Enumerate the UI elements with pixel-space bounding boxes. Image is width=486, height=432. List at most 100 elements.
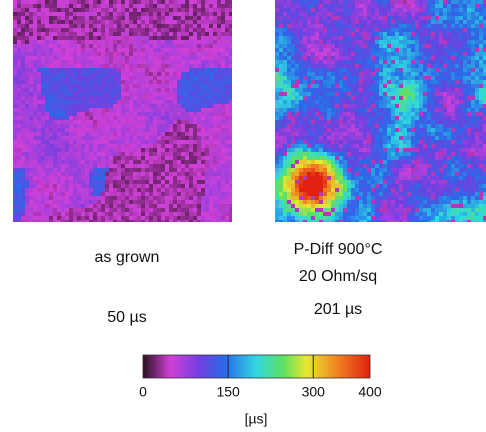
pixel bbox=[403, 140, 407, 144]
pixel bbox=[431, 4, 435, 8]
pixel bbox=[371, 128, 375, 132]
pixel bbox=[149, 36, 153, 40]
pixel bbox=[355, 52, 359, 56]
pixel bbox=[471, 12, 475, 16]
pixel bbox=[129, 136, 133, 140]
pixel bbox=[347, 84, 351, 88]
pixel bbox=[403, 128, 407, 132]
pixel bbox=[327, 64, 331, 68]
pixel bbox=[201, 192, 205, 196]
pixel bbox=[101, 124, 105, 128]
pixel bbox=[85, 192, 89, 196]
pixel bbox=[287, 132, 291, 136]
pixel bbox=[295, 68, 299, 72]
pixel bbox=[295, 80, 299, 84]
pixel bbox=[157, 168, 161, 172]
pixel bbox=[343, 88, 347, 92]
pixel bbox=[101, 144, 105, 148]
pixel bbox=[121, 216, 125, 220]
pixel bbox=[25, 20, 29, 24]
pixel bbox=[387, 108, 391, 112]
pixel bbox=[275, 24, 279, 28]
pixel bbox=[391, 124, 395, 128]
pixel bbox=[363, 120, 367, 124]
pixel bbox=[447, 124, 451, 128]
pixel bbox=[49, 24, 53, 28]
pixel bbox=[33, 112, 37, 116]
pixel bbox=[283, 32, 287, 36]
pixel bbox=[57, 0, 61, 4]
pixel bbox=[49, 84, 53, 88]
pixel bbox=[97, 112, 101, 116]
pixel bbox=[129, 108, 133, 112]
pixel bbox=[225, 40, 229, 44]
pixel bbox=[283, 0, 287, 4]
pixel bbox=[145, 104, 149, 108]
pixel bbox=[407, 116, 411, 120]
pixel bbox=[125, 180, 129, 184]
pixel bbox=[181, 84, 185, 88]
pixel bbox=[201, 4, 205, 8]
pixel bbox=[395, 136, 399, 140]
pixel bbox=[33, 104, 37, 108]
pixel bbox=[439, 132, 443, 136]
pixel bbox=[291, 24, 295, 28]
pixel bbox=[431, 64, 435, 68]
pixel bbox=[291, 28, 295, 32]
pixel bbox=[73, 172, 77, 176]
pixel bbox=[25, 12, 29, 16]
pixel bbox=[411, 0, 415, 4]
pixel bbox=[137, 216, 141, 220]
pixel bbox=[299, 0, 303, 4]
pixel bbox=[153, 184, 157, 188]
pixel bbox=[371, 120, 375, 124]
pixel bbox=[287, 28, 291, 32]
pixel bbox=[25, 216, 29, 220]
pixel bbox=[125, 76, 129, 80]
pixel bbox=[185, 36, 189, 40]
pixel bbox=[185, 112, 189, 116]
pixel bbox=[335, 88, 339, 92]
pixel bbox=[379, 8, 383, 12]
pixel bbox=[185, 92, 189, 96]
pixel bbox=[93, 204, 97, 208]
pixel bbox=[415, 20, 419, 24]
pixel bbox=[375, 120, 379, 124]
pixel bbox=[443, 8, 447, 12]
pixel bbox=[299, 8, 303, 12]
pixel bbox=[17, 128, 21, 132]
pixel bbox=[153, 44, 157, 48]
pixel bbox=[213, 28, 217, 32]
pixel bbox=[133, 4, 137, 8]
pixel bbox=[77, 192, 81, 196]
pixel bbox=[177, 40, 181, 44]
pixel bbox=[161, 4, 165, 8]
pixel bbox=[435, 20, 439, 24]
pixel bbox=[77, 132, 81, 136]
pixel bbox=[181, 32, 185, 36]
pixel bbox=[133, 168, 137, 172]
pixel bbox=[319, 80, 323, 84]
pixel bbox=[161, 200, 165, 204]
pixel bbox=[229, 116, 232, 120]
pixel bbox=[213, 88, 217, 92]
pixel bbox=[165, 64, 169, 68]
pixel bbox=[307, 20, 311, 24]
pixel bbox=[177, 64, 181, 68]
pixel bbox=[25, 96, 29, 100]
pixel bbox=[81, 164, 85, 168]
pixel bbox=[133, 84, 137, 88]
pixel bbox=[323, 60, 327, 64]
pixel bbox=[173, 132, 177, 136]
pixel bbox=[117, 72, 121, 76]
pixel bbox=[65, 0, 69, 4]
pixel bbox=[371, 48, 375, 52]
pixel bbox=[57, 144, 61, 148]
pixel bbox=[109, 0, 113, 4]
pixel bbox=[173, 216, 177, 220]
pixel bbox=[117, 4, 121, 8]
pixel bbox=[77, 88, 81, 92]
pixel bbox=[395, 12, 399, 16]
pixel bbox=[77, 4, 81, 8]
pixel bbox=[225, 188, 229, 192]
